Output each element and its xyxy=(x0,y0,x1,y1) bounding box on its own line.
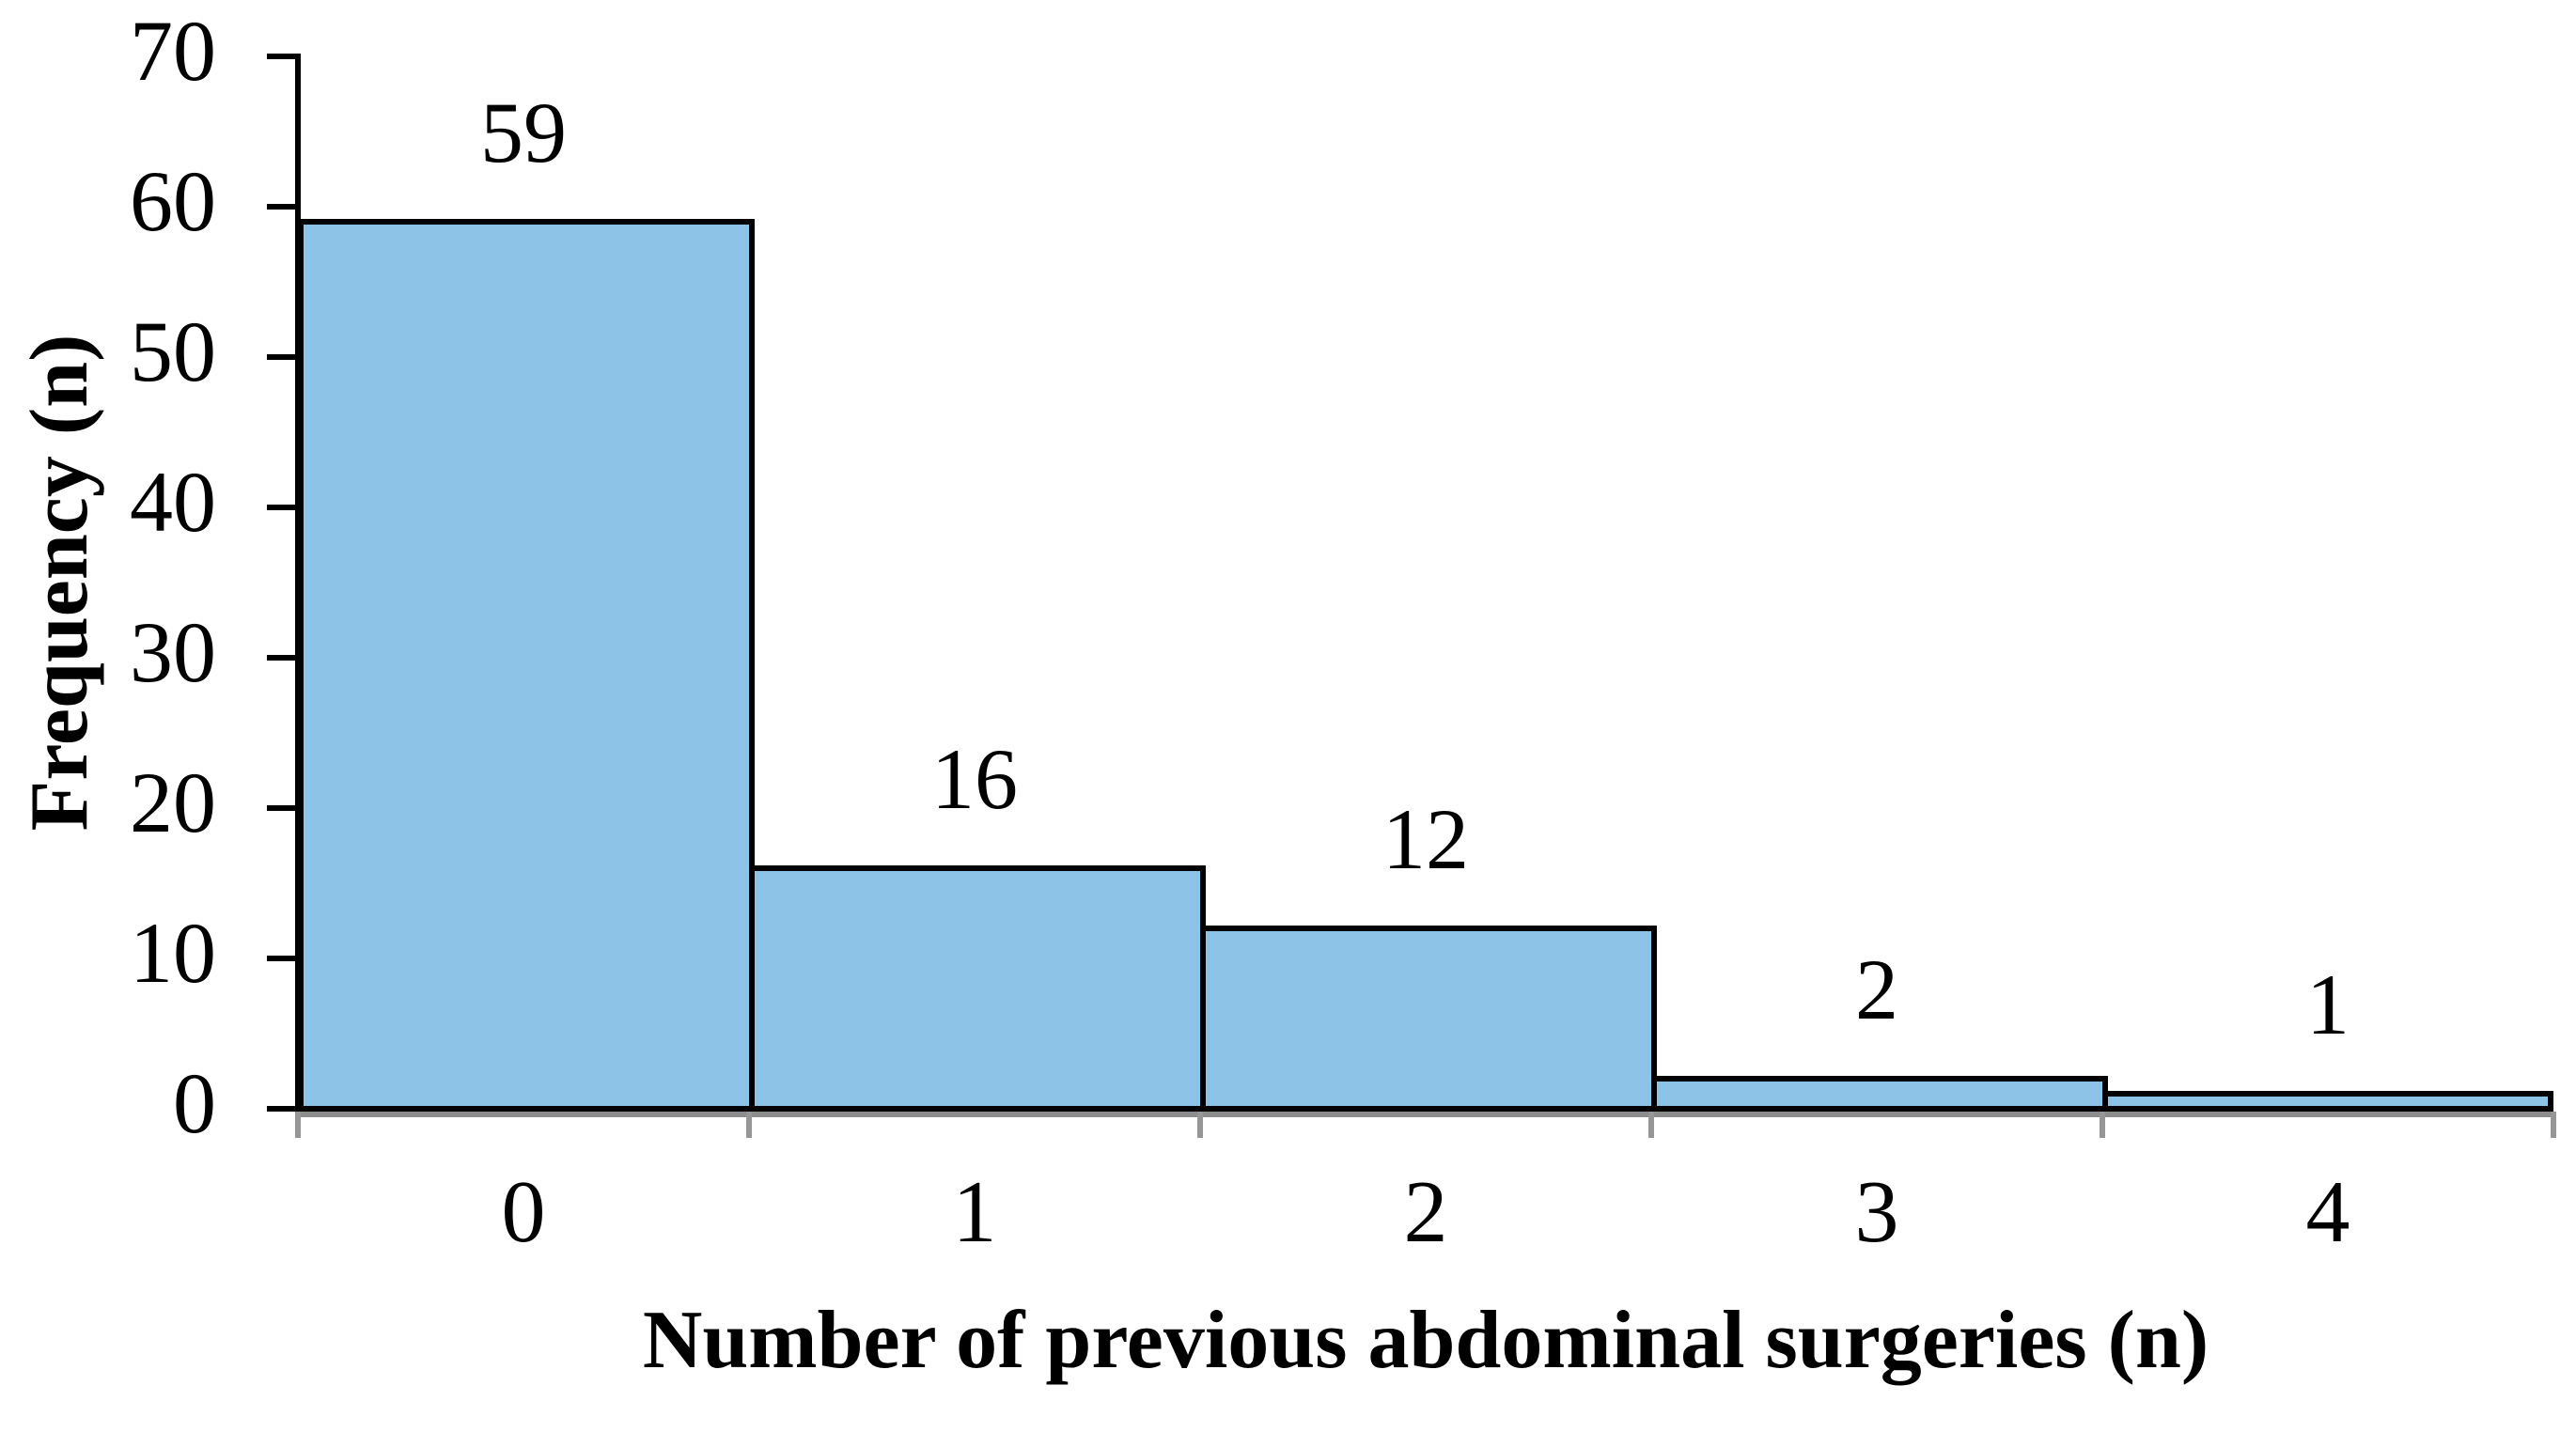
y-tick-label: 50 xyxy=(130,304,216,399)
x-tick xyxy=(1197,1112,1203,1138)
x-category-label: 3 xyxy=(1854,1163,1899,1261)
y-tick-label: 40 xyxy=(130,454,216,550)
y-tick xyxy=(267,354,295,360)
x-tick xyxy=(2551,1112,2556,1138)
y-tick xyxy=(267,655,295,661)
bar-value-label: 16 xyxy=(931,731,1018,827)
bar xyxy=(1651,1076,2108,1112)
y-tick xyxy=(267,54,295,59)
y-tick xyxy=(267,204,295,210)
y-tick-label: 20 xyxy=(130,755,216,850)
y-tick xyxy=(267,505,295,510)
x-axis-line xyxy=(295,1112,2556,1117)
y-tick xyxy=(267,805,295,811)
bar xyxy=(1200,926,1657,1112)
x-category-label: 4 xyxy=(2305,1163,2350,1261)
bar-value-label: 2 xyxy=(1855,942,1898,1037)
bar xyxy=(298,219,755,1112)
x-category-label: 0 xyxy=(501,1163,546,1261)
bar-value-label: 59 xyxy=(480,85,567,180)
x-tick xyxy=(2100,1112,2105,1138)
y-tick-label: 10 xyxy=(130,905,216,1001)
x-tick xyxy=(295,1112,301,1138)
bar-value-label: 1 xyxy=(2306,957,2350,1052)
y-tick xyxy=(267,956,295,961)
y-tick-label: 30 xyxy=(130,604,216,700)
x-category-label: 1 xyxy=(952,1163,997,1261)
y-axis-title: Frequency (n) xyxy=(14,334,105,832)
y-tick xyxy=(267,1106,295,1112)
x-category-label: 2 xyxy=(1403,1163,1448,1261)
x-axis-title: Number of previous abdominal surgeries (… xyxy=(642,1295,2209,1386)
bar xyxy=(749,865,1206,1112)
x-tick xyxy=(746,1112,752,1138)
y-tick-label: 0 xyxy=(173,1055,216,1151)
y-tick-label: 60 xyxy=(130,153,216,249)
bar xyxy=(2102,1091,2553,1112)
y-tick-label: 70 xyxy=(130,3,216,99)
x-tick xyxy=(1648,1112,1654,1138)
bar-value-label: 12 xyxy=(1382,791,1469,887)
